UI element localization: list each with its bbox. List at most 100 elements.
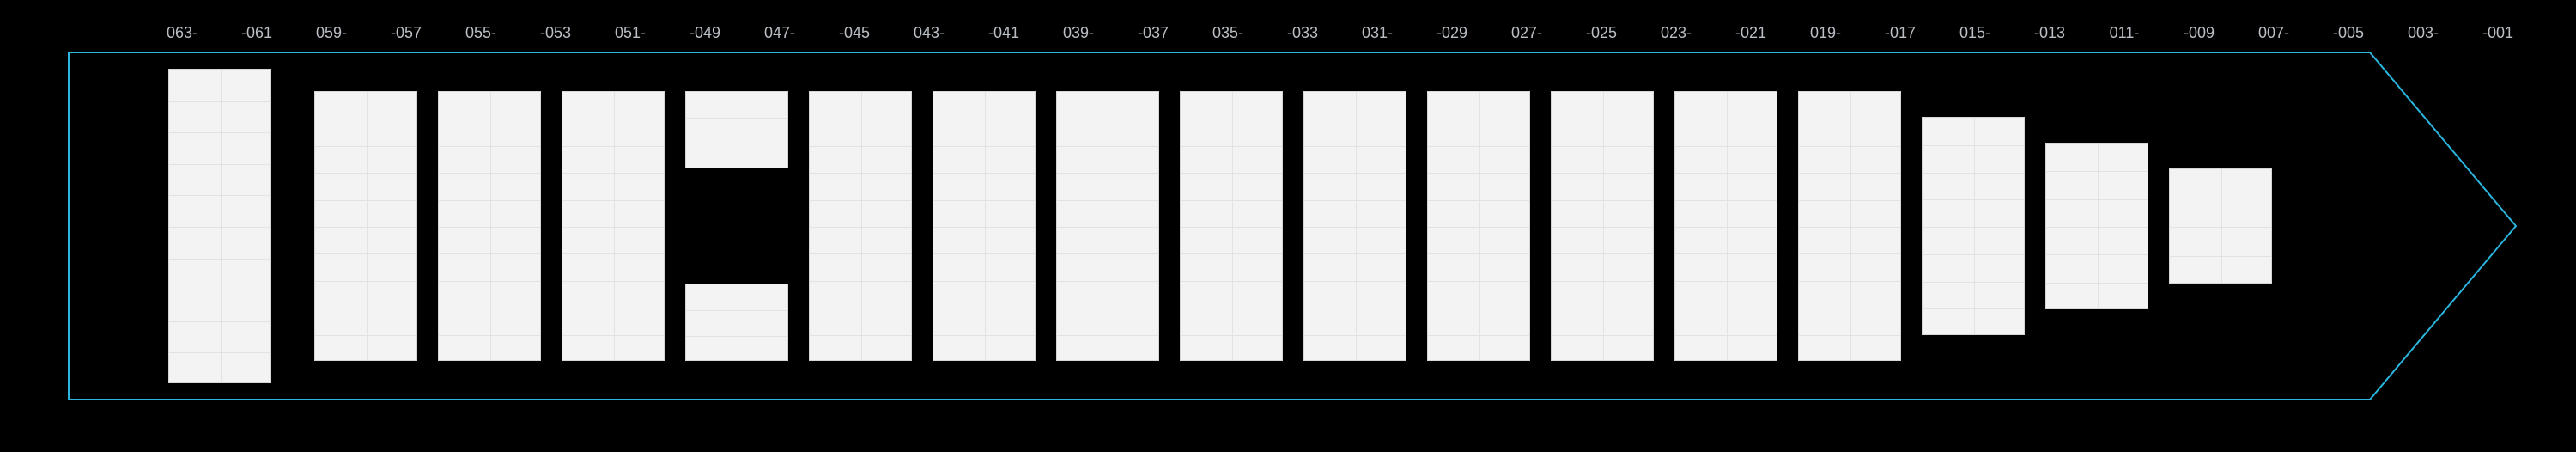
row-divider	[1428, 335, 1529, 336]
row-divider	[169, 259, 270, 260]
row-divider	[169, 352, 270, 353]
row-divider	[1304, 227, 1406, 228]
row-divider	[1675, 253, 1777, 254]
row-divider	[1304, 335, 1406, 336]
row-divider	[1923, 199, 2024, 200]
bay-mid-divider	[861, 92, 862, 360]
bay-001[interactable]	[2169, 168, 2272, 284]
row-divider	[810, 173, 911, 174]
row-divider	[1799, 146, 1900, 147]
bay-045-top[interactable]	[685, 91, 788, 168]
row-divider	[1181, 173, 1282, 174]
ship-bay-plan: 063--061059--057055--053051--049047--045…	[0, 0, 2576, 452]
row-divider	[2170, 227, 2271, 228]
bay-label: -017	[1885, 24, 1916, 42]
row-divider	[439, 146, 540, 147]
row-divider	[439, 200, 540, 201]
bay-mid-divider	[1850, 92, 1851, 360]
row-divider	[562, 281, 664, 282]
bay-021[interactable]	[1427, 91, 1530, 361]
row-divider	[1428, 173, 1529, 174]
bay-label: 031-	[1362, 24, 1393, 42]
row-divider	[315, 335, 416, 336]
bay-025[interactable]	[1303, 91, 1406, 361]
row-divider	[315, 253, 416, 254]
row-divider	[1799, 253, 1900, 254]
bay-061[interactable]	[168, 69, 271, 383]
row-divider	[562, 335, 664, 336]
bay-label: 051-	[615, 24, 646, 42]
bay-mid-divider	[2098, 144, 2099, 308]
row-divider	[1552, 173, 1653, 174]
row-divider	[1923, 227, 2024, 228]
bay-005[interactable]	[2045, 143, 2148, 309]
row-divider	[1799, 227, 1900, 228]
row-divider	[810, 146, 911, 147]
row-divider	[933, 200, 1035, 201]
row-divider	[1552, 281, 1653, 282]
row-divider	[1799, 335, 1900, 336]
row-divider	[2170, 256, 2271, 257]
row-divider	[1675, 335, 1777, 336]
bay-label: -005	[2333, 24, 2364, 42]
bay-label: -013	[2034, 24, 2065, 42]
bay-029[interactable]	[1180, 91, 1283, 361]
row-divider	[1428, 227, 1529, 228]
row-divider	[810, 281, 911, 282]
row-divider	[1799, 281, 1900, 282]
bay-017[interactable]	[1551, 91, 1654, 361]
bay-mid-divider	[367, 92, 368, 360]
bay-mid-divider	[1232, 92, 1233, 360]
row-divider	[169, 195, 270, 196]
row-divider	[562, 227, 664, 228]
bay-label: -021	[1735, 24, 1766, 42]
bay-013[interactable]	[1674, 91, 1777, 361]
row-divider	[1304, 173, 1406, 174]
row-divider	[439, 281, 540, 282]
row-divider	[1057, 335, 1158, 336]
row-divider	[1428, 200, 1529, 201]
bay-label: -037	[1138, 24, 1169, 42]
row-divider	[1428, 146, 1529, 147]
bay-label: -061	[241, 24, 272, 42]
bay-label: -009	[2184, 24, 2215, 42]
bay-label: -033	[1287, 24, 1318, 42]
row-divider	[933, 335, 1035, 336]
bay-045-bot[interactable]	[685, 284, 788, 361]
row-divider	[2046, 227, 2148, 228]
row-divider	[439, 253, 540, 254]
row-divider	[1057, 281, 1158, 282]
row-divider	[1675, 281, 1777, 282]
row-divider	[1923, 254, 2024, 255]
row-divider	[2046, 199, 2148, 200]
row-divider	[1552, 146, 1653, 147]
bay-041[interactable]	[809, 91, 912, 361]
bay-037[interactable]	[933, 91, 1036, 361]
bay-label: 043-	[914, 24, 945, 42]
bay-009b[interactable]	[1922, 117, 2025, 335]
row-divider	[686, 310, 787, 311]
row-divider	[1181, 281, 1282, 282]
bay-label: 027-	[1511, 24, 1542, 42]
bay-label: -041	[988, 24, 1019, 42]
row-divider	[686, 118, 787, 119]
bay-057[interactable]	[314, 91, 417, 361]
bay-mid-divider	[1727, 92, 1728, 360]
bay-053[interactable]	[438, 91, 541, 361]
row-divider	[1057, 146, 1158, 147]
bay-mid-divider	[1974, 118, 1975, 334]
hull-polygon	[69, 52, 2516, 400]
bay-033[interactable]	[1056, 91, 1159, 361]
bay-009[interactable]	[1798, 91, 1901, 361]
bay-label: -053	[540, 24, 571, 42]
row-divider	[1304, 146, 1406, 147]
row-divider	[1057, 200, 1158, 201]
bay-049[interactable]	[562, 91, 665, 361]
row-divider	[562, 146, 664, 147]
row-divider	[1304, 281, 1406, 282]
row-divider	[1923, 145, 2024, 146]
bay-mid-divider	[614, 92, 615, 360]
row-divider	[810, 200, 911, 201]
bay-label: -029	[1437, 24, 1467, 42]
row-divider	[1057, 253, 1158, 254]
